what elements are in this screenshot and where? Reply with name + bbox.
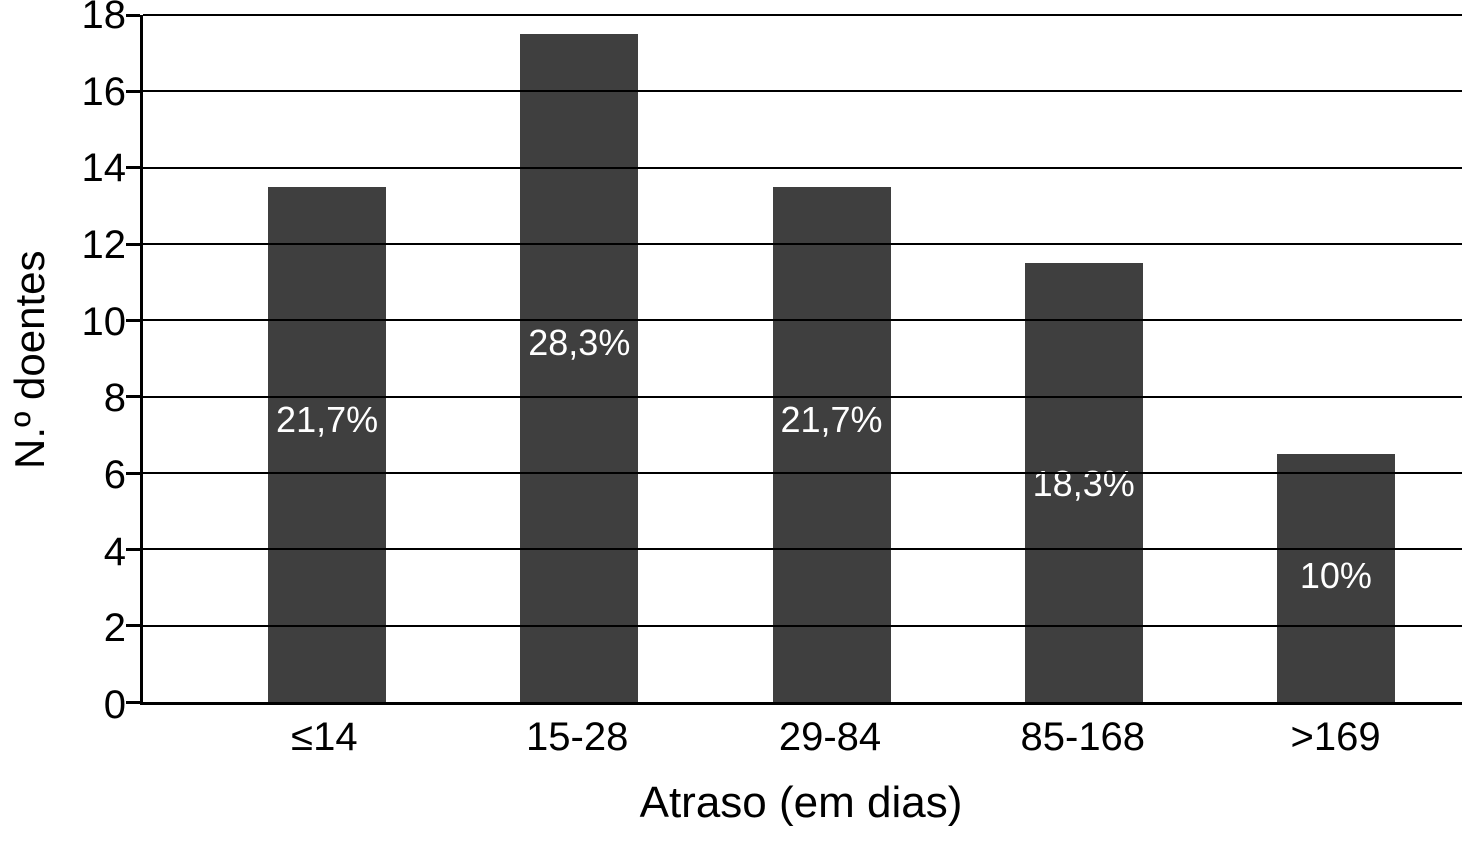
bar-value-label: 10% xyxy=(1299,555,1372,597)
gridline xyxy=(143,90,1462,93)
gridline xyxy=(143,472,1462,475)
y-tick-mark xyxy=(126,395,140,399)
bar-slot: 10% xyxy=(1210,15,1462,702)
x-axis-title: Atraso (em dias) xyxy=(639,778,963,827)
y-tick-mark xyxy=(126,13,140,17)
x-tick-label: ≤14 xyxy=(291,715,358,759)
gridline xyxy=(143,395,1462,398)
y-tick-label: 18 xyxy=(81,0,127,37)
bar-slot: 21,7% xyxy=(201,15,453,702)
y-tick-mark xyxy=(126,547,140,551)
bar-value-label: 28,3% xyxy=(528,322,631,364)
bar-slot: 21,7% xyxy=(705,15,957,702)
gridline xyxy=(143,14,1462,16)
y-tick-label: 14 xyxy=(81,146,127,191)
bar: 10% xyxy=(1276,453,1395,702)
y-tick-label: 2 xyxy=(103,606,126,651)
gridline xyxy=(143,624,1462,627)
y-tick-label: 0 xyxy=(103,683,126,727)
gridline xyxy=(143,166,1462,169)
y-tick-mark xyxy=(126,471,140,475)
gridline xyxy=(143,319,1462,322)
gridline xyxy=(143,548,1462,551)
y-tick-label: 10 xyxy=(81,299,127,344)
y-tick-mark xyxy=(126,318,140,322)
gridline xyxy=(143,243,1462,246)
bar-slot: 28,3% xyxy=(453,15,705,702)
y-tick-label: 12 xyxy=(81,223,127,267)
x-tick-label: 15-28 xyxy=(526,715,629,759)
bar: 18,3% xyxy=(1024,263,1143,702)
y-tick-label: 4 xyxy=(103,529,126,574)
y-tick-mark xyxy=(126,624,140,628)
bar-value-label: 21,7% xyxy=(276,398,379,440)
bar: 21,7% xyxy=(268,186,387,702)
x-axis-tick-labels: ≤14 15-28 29-84 85-168 >169 xyxy=(140,715,1462,759)
y-axis-tick-labels: 0 2 4 6 8 10 12 14 16 18 xyxy=(0,0,127,725)
bar-value-label: 18,3% xyxy=(1032,463,1135,505)
bars-container: 21,7% 28,3% 21,7% 18,3% 10% xyxy=(143,15,1462,702)
y-tick-mark xyxy=(126,700,140,704)
bar: 28,3% xyxy=(520,34,639,702)
x-tick-label: 85-168 xyxy=(1020,715,1146,759)
bar-value-label: 21,7% xyxy=(780,398,883,440)
y-tick-label: 16 xyxy=(81,69,127,114)
x-tick-label: >169 xyxy=(1290,715,1381,759)
plot-area: 21,7% 28,3% 21,7% 18,3% 10% xyxy=(126,13,1462,705)
bar-slot: 18,3% xyxy=(958,15,1210,702)
y-tick-mark xyxy=(126,242,140,246)
bar: 21,7% xyxy=(772,186,891,702)
y-tick-mark xyxy=(126,166,140,170)
y-tick-label: 8 xyxy=(103,376,126,421)
y-tick-mark xyxy=(126,89,140,93)
y-tick-label: 6 xyxy=(103,453,126,497)
x-tick-label: 29-84 xyxy=(778,715,882,759)
